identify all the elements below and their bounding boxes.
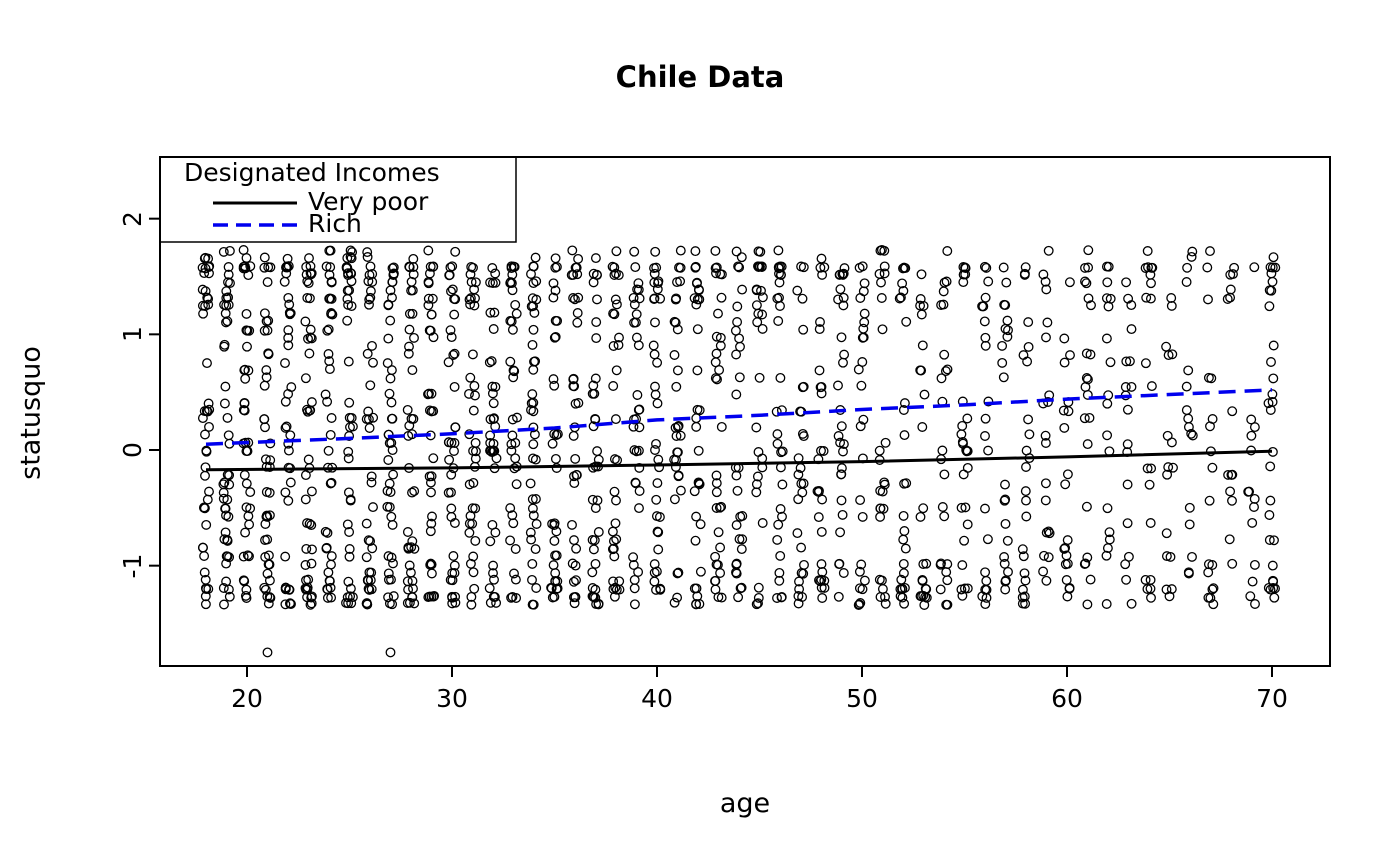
x-tick-label: 50 xyxy=(846,684,878,713)
x-axis-label: age xyxy=(719,788,771,819)
legend-title: Designated Incomes xyxy=(184,158,440,187)
legend-entry-label: Very poor xyxy=(308,187,429,216)
y-axis-label: statusquo xyxy=(15,346,46,480)
y-tick-label: 1 xyxy=(117,326,147,342)
x-tick-label: 30 xyxy=(436,684,468,713)
y-tick-label: 0 xyxy=(117,442,147,458)
chart-title: Chile Data xyxy=(615,60,785,94)
y-tick-label: -1 xyxy=(117,553,147,579)
x-tick-label: 70 xyxy=(1256,684,1288,713)
x-tick-label: 40 xyxy=(641,684,673,713)
x-tick-label: 20 xyxy=(231,684,263,713)
legend-entry-label: Rich xyxy=(308,209,362,238)
y-tick-label: 2 xyxy=(117,211,147,227)
x-tick-label: 60 xyxy=(1051,684,1083,713)
